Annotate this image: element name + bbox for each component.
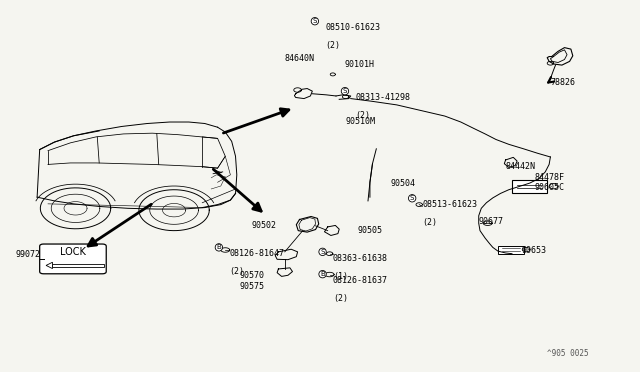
Text: 08126-81647: 08126-81647: [229, 249, 284, 258]
Text: S: S: [313, 18, 317, 24]
Text: 99072: 99072: [15, 250, 40, 259]
Text: 90677: 90677: [479, 217, 504, 225]
Text: ^905 0025: ^905 0025: [547, 349, 589, 358]
Text: 90505: 90505: [357, 226, 382, 235]
Text: 90502: 90502: [252, 221, 276, 230]
Polygon shape: [46, 262, 52, 269]
Text: 08363-61638: 08363-61638: [333, 254, 388, 263]
Text: 78826: 78826: [550, 78, 575, 87]
Text: 08126-81637: 08126-81637: [333, 276, 388, 285]
FancyBboxPatch shape: [40, 244, 106, 274]
Text: (2): (2): [325, 41, 340, 50]
Text: 90575: 90575: [240, 282, 265, 291]
Text: 90653: 90653: [522, 246, 547, 254]
Text: (2): (2): [229, 267, 244, 276]
FancyBboxPatch shape: [498, 246, 524, 254]
Text: 90510M: 90510M: [346, 117, 376, 126]
Text: S: S: [410, 195, 414, 201]
Text: 90101H: 90101H: [344, 60, 374, 68]
Text: 08513-61623: 08513-61623: [422, 200, 477, 209]
Text: (1): (1): [333, 272, 348, 280]
FancyBboxPatch shape: [512, 180, 547, 193]
Text: B: B: [320, 271, 325, 277]
Text: (2): (2): [422, 218, 437, 227]
Text: S: S: [321, 249, 324, 255]
Text: 84442N: 84442N: [506, 162, 536, 171]
Text: 08313-41298: 08313-41298: [355, 93, 410, 102]
Text: B: B: [216, 244, 221, 250]
Text: 08510-61623: 08510-61623: [325, 23, 380, 32]
Text: 84640N: 84640N: [285, 54, 315, 63]
Text: (2): (2): [355, 111, 370, 120]
Text: (2): (2): [333, 294, 348, 303]
Text: S: S: [343, 88, 347, 94]
Text: 84478F: 84478F: [534, 173, 564, 182]
Polygon shape: [52, 264, 104, 267]
Text: 90605C: 90605C: [534, 183, 564, 192]
Text: 90570: 90570: [240, 271, 265, 280]
Text: 90504: 90504: [390, 179, 415, 187]
Text: LOCK: LOCK: [60, 247, 86, 257]
